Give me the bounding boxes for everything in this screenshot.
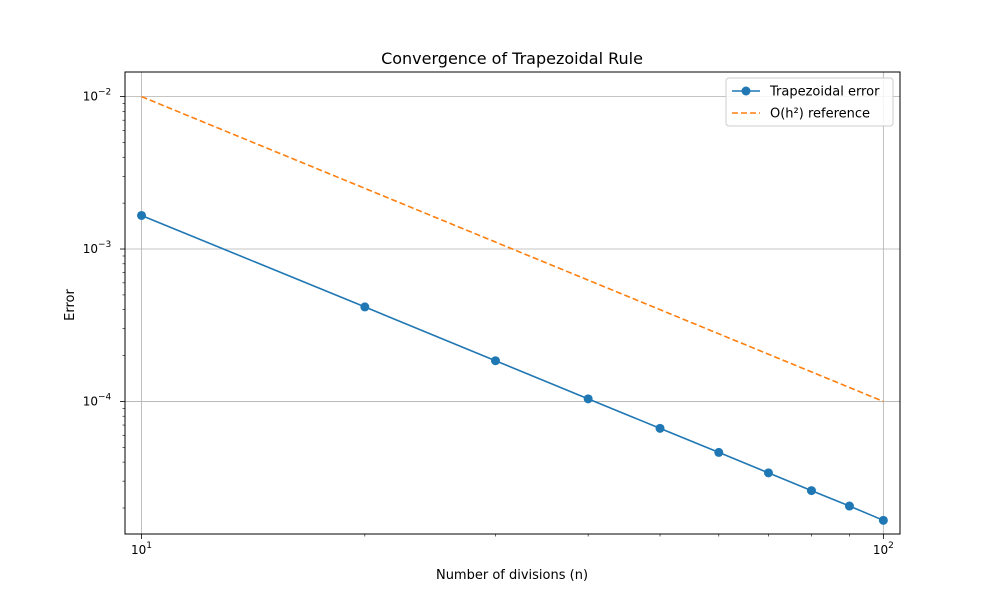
data-point [878, 515, 888, 525]
data-point [714, 447, 724, 457]
legend-marker [741, 86, 751, 96]
x-tick-label: 101 [131, 541, 152, 557]
legend: Trapezoidal error O(h²) reference [725, 77, 894, 127]
chart-title: Convergence of Trapezoidal Rule [381, 49, 643, 68]
grid-lines [125, 72, 900, 534]
data-point [655, 423, 665, 433]
data-point [360, 302, 370, 312]
y-tick-label: 10−3 [83, 240, 112, 256]
plot-frame [124, 71, 901, 535]
axis-ticks: 101 102 10−4 10−3 10−2 [83, 88, 894, 557]
data-point [490, 356, 500, 366]
x-tick-label: 102 [873, 541, 894, 557]
data-point [806, 486, 816, 496]
x-axis-label: Number of divisions (n) [436, 568, 588, 583]
series-layer [137, 95, 888, 525]
y-tick-label: 10−4 [83, 392, 112, 408]
series-line-1 [141, 214, 884, 522]
data-point [583, 394, 593, 404]
y-axis-label: Error [63, 289, 78, 321]
y-tick-label: 10−2 [83, 88, 112, 104]
data-point [137, 210, 147, 220]
data-point [763, 468, 773, 478]
legend-box [725, 77, 894, 127]
legend-label-1: Trapezoidal error [769, 85, 880, 100]
legend-label-2: O(h²) reference [770, 107, 870, 122]
data-point [844, 501, 854, 511]
